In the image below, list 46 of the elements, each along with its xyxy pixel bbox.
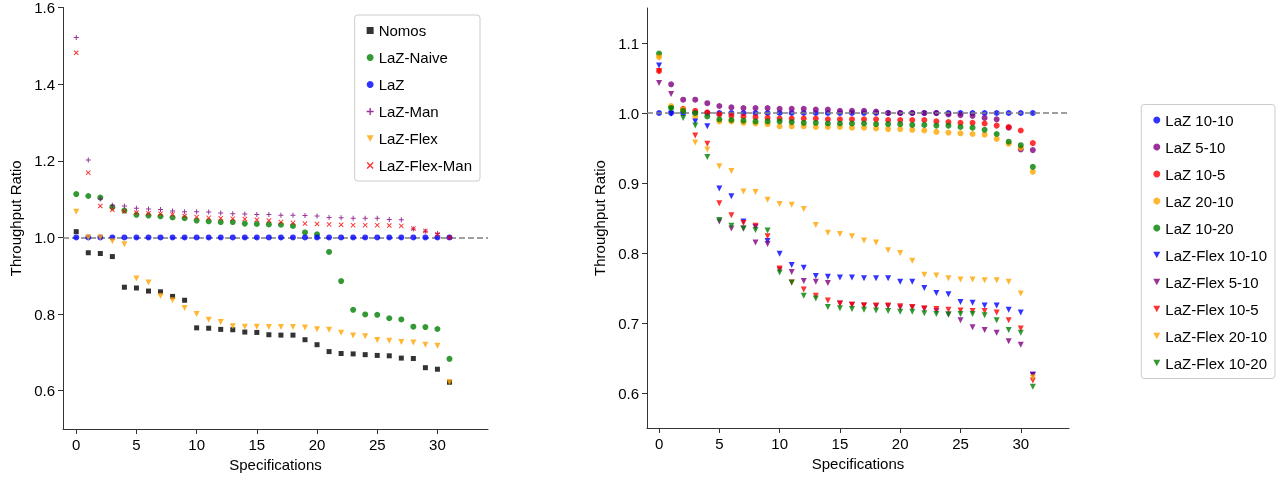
x-tick-label: 25 bbox=[368, 436, 386, 453]
legend-label: LaZ 10-20 bbox=[1165, 219, 1234, 237]
x-tick-label: 10 bbox=[771, 435, 788, 452]
y-axis-title: Throughput Ratio bbox=[591, 160, 608, 276]
legend-label: LaZ 20-10 bbox=[1165, 192, 1234, 210]
x-tick-label: 30 bbox=[1012, 435, 1030, 452]
legend-label: LaZ-Man bbox=[378, 103, 439, 120]
legend-label: LaZ 10-5 bbox=[1165, 165, 1226, 183]
x-tick-label: 25 bbox=[952, 435, 969, 452]
x-tick-label: 5 bbox=[132, 436, 141, 453]
y-tick-label: 0.8 bbox=[34, 305, 55, 323]
x-tick-label: 5 bbox=[715, 435, 724, 452]
y-tick-label: 0.7 bbox=[618, 314, 639, 332]
x-tick-label: 20 bbox=[891, 435, 909, 452]
y-tick-label: 0.6 bbox=[34, 382, 55, 400]
legend-label: LaZ-Flex 10-10 bbox=[1165, 246, 1268, 264]
legend-label: LaZ bbox=[378, 76, 405, 93]
x-tick-label: 0 bbox=[654, 435, 664, 452]
y-tick-label: 1.2 bbox=[34, 152, 55, 170]
legend-label: Nomos bbox=[378, 22, 427, 39]
legend-label: LaZ-Flex 10-20 bbox=[1165, 354, 1268, 372]
legend-label: LaZ-Flex bbox=[378, 130, 439, 147]
legend-label: LaZ-Flex-Man bbox=[378, 157, 472, 174]
x-tick-label: 20 bbox=[308, 436, 326, 453]
y-tick-label: 1.0 bbox=[34, 228, 55, 246]
y-tick-label: 1.0 bbox=[618, 104, 639, 122]
legend-label: LaZ 5-10 bbox=[1165, 138, 1226, 156]
x-axis-title: Specifications bbox=[229, 455, 322, 473]
legend-label: LaZ-Flex 10-5 bbox=[1165, 300, 1259, 318]
y-tick-label: 0.9 bbox=[618, 174, 639, 192]
legend-label: LaZ-Flex 5-10 bbox=[1165, 273, 1259, 291]
y-tick-label: 1.1 bbox=[618, 34, 639, 52]
y-tick-label: 1.6 bbox=[34, 0, 55, 16]
legend-label: LaZ-Naive bbox=[378, 49, 448, 66]
y-tick-label: 1.4 bbox=[34, 75, 55, 93]
y-axis-title: Throughput Ratio bbox=[7, 160, 24, 277]
legend-label: LaZ 10-10 bbox=[1165, 111, 1234, 129]
x-tick-label: 0 bbox=[72, 436, 81, 453]
x-tick-label: 10 bbox=[188, 436, 205, 453]
x-axis-title: Specifications bbox=[811, 454, 905, 472]
legend-label: LaZ-Flex 20-10 bbox=[1165, 327, 1268, 345]
x-tick-label: 15 bbox=[831, 435, 849, 452]
x-tick-label: 15 bbox=[248, 436, 266, 453]
y-tick-label: 0.6 bbox=[618, 384, 639, 402]
x-tick-label: 30 bbox=[429, 436, 446, 453]
y-tick-label: 0.8 bbox=[618, 244, 639, 262]
